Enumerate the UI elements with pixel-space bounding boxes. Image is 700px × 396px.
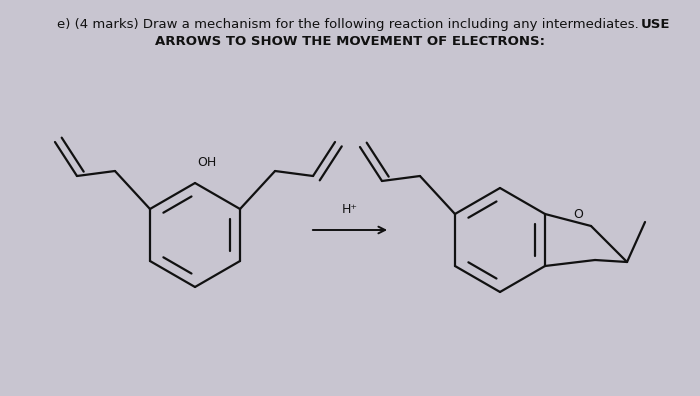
Text: USE: USE [641, 18, 671, 31]
Text: OH: OH [197, 156, 216, 169]
Text: e) (4 marks) Draw a mechanism for the following reaction including any intermedi: e) (4 marks) Draw a mechanism for the fo… [57, 18, 643, 31]
Text: ARROWS TO SHOW THE MOVEMENT OF ELECTRONS:: ARROWS TO SHOW THE MOVEMENT OF ELECTRONS… [155, 35, 545, 48]
Text: H⁺: H⁺ [342, 203, 358, 216]
Text: O: O [573, 208, 583, 221]
